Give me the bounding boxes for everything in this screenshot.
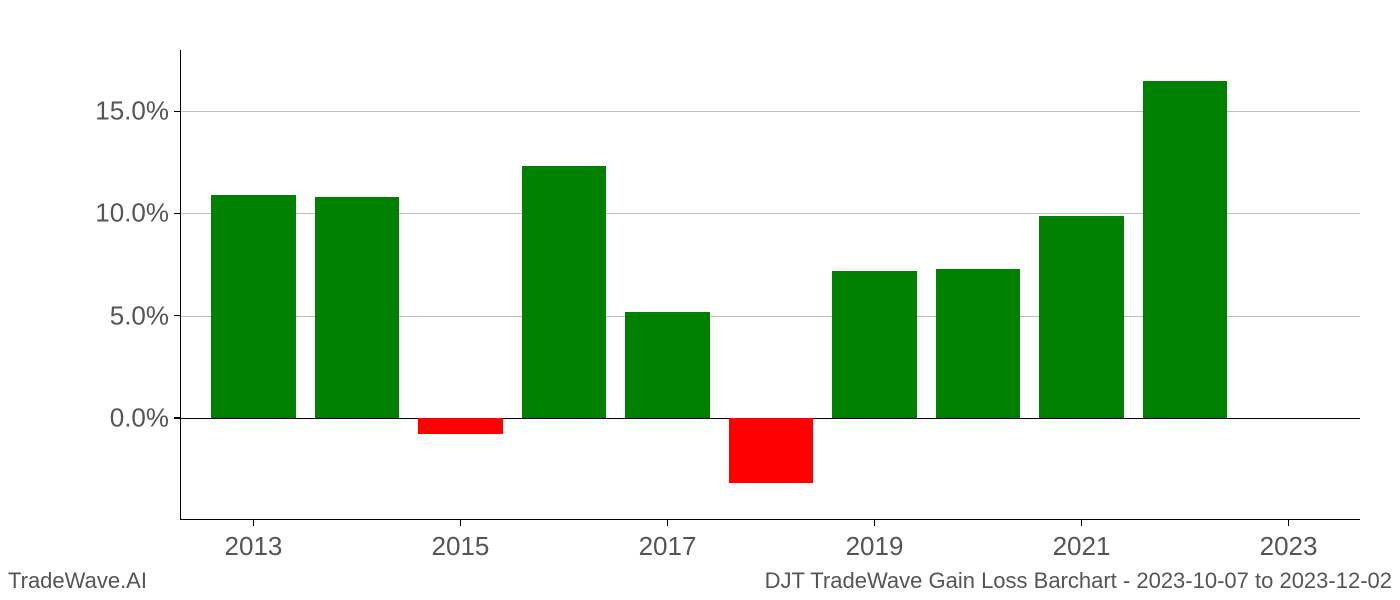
- x-tick-label: 2023: [1260, 531, 1318, 562]
- bar-2022: [1143, 81, 1228, 418]
- x-tick-mark: [667, 519, 669, 526]
- watermark-left: TradeWave.AI: [8, 568, 147, 594]
- bar-2021: [1039, 216, 1124, 418]
- bar-2014: [315, 197, 400, 418]
- x-tick-mark: [1081, 519, 1083, 526]
- bar-2015: [418, 418, 503, 434]
- x-tick-label: 2015: [432, 531, 490, 562]
- bar-2013: [211, 195, 296, 418]
- bar-2020: [936, 269, 1021, 418]
- x-tick-label: 2019: [846, 531, 904, 562]
- y-tick-mark: [174, 213, 181, 215]
- y-tick-label: 0.0%: [110, 402, 169, 433]
- caption-right: DJT TradeWave Gain Loss Barchart - 2023-…: [765, 568, 1392, 594]
- y-tick-mark: [174, 315, 181, 317]
- bar-2016: [522, 166, 607, 417]
- y-tick-label: 5.0%: [110, 300, 169, 331]
- chart-plot-area: 0.0%5.0%10.0%15.0%2013201520172019202120…: [180, 50, 1360, 520]
- bar-2017: [625, 312, 710, 418]
- y-tick-mark: [174, 417, 181, 419]
- bar-2019: [832, 271, 917, 418]
- x-tick-label: 2017: [639, 531, 697, 562]
- y-tick-mark: [174, 111, 181, 113]
- x-tick-mark: [460, 519, 462, 526]
- x-tick-label: 2013: [225, 531, 283, 562]
- bar-2018: [729, 418, 814, 483]
- y-tick-label: 15.0%: [95, 96, 169, 127]
- x-tick-mark: [874, 519, 876, 526]
- y-tick-label: 10.0%: [95, 198, 169, 229]
- x-tick-label: 2021: [1053, 531, 1111, 562]
- x-tick-mark: [253, 519, 255, 526]
- x-tick-mark: [1288, 519, 1290, 526]
